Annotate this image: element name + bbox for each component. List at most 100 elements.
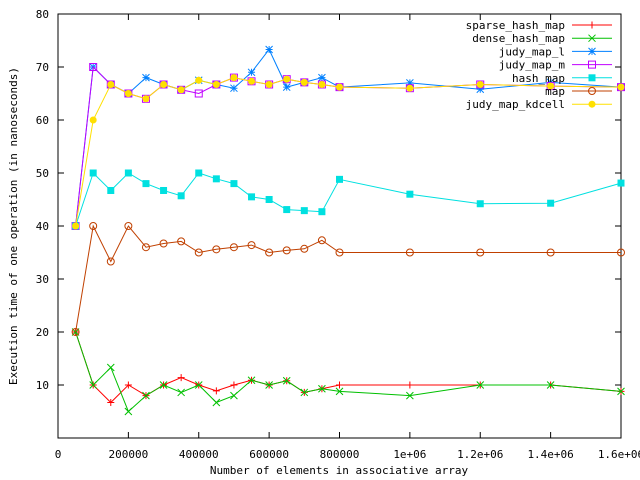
data-point-dense-hash-map [476,381,485,389]
data-point-dense-hash-map [212,398,221,407]
data-point-dense-hash-map [546,381,555,389]
data-point-map [141,243,150,252]
x-tick-label: 1.4e+06 [527,448,573,461]
data-point-judy-map-l [142,73,150,82]
data-point-map [300,244,309,253]
data-point-hash-map [212,175,220,183]
data-point-map [405,248,414,257]
series-hash-map [72,169,625,230]
data-point-dense-hash-map [300,388,309,397]
data-point-judy-map-m [194,89,203,98]
y-tick-label: 40 [36,220,49,233]
data-point-judy-map-m [89,63,98,71]
series-line-sparse-hash-map [75,331,622,404]
series-line-judy-map-m [75,65,622,227]
y-tick-label: 60 [36,114,49,127]
data-point-map [106,257,115,266]
legend-label-judy-map-kdcell: judy_map_kdcell [466,98,565,111]
data-point-hash-map [195,169,203,177]
x-tick-label: 600000 [249,448,289,461]
data-point-hash-map [89,169,97,177]
data-point-dense-hash-map [194,381,203,389]
data-point-hash-map [283,206,291,214]
data-point-hash-map [406,190,414,198]
legend-marker-judy-map-kdcell [588,100,596,108]
data-point-dense-hash-map [265,381,273,389]
data-point-hash-map [300,207,308,215]
data-point-judy-map-l [265,45,273,54]
data-point-map [124,222,133,230]
y-tick-label: 10 [36,379,49,392]
x-tick-label: 0 [55,448,62,461]
legend-marker-map [588,87,596,95]
data-point-map [546,248,555,257]
data-point-hash-map [124,169,132,177]
data-point-dense-hash-map [406,391,414,400]
data-point-judy-map-l [476,85,485,94]
data-point-map [317,236,326,245]
data-point-dense-hash-map [89,381,98,389]
data-point-sparse-hash-map [406,381,414,389]
x-tick-label: 1.6e+06 [598,448,640,461]
legend-label-hash-map: hash_map [512,72,565,85]
data-point-hash-map [177,192,185,200]
y-tick-label: 30 [36,273,49,286]
y-tick-label: 20 [36,326,49,339]
data-point-judy-map-l [230,84,238,93]
legend-marker-judy-map-l [588,47,596,56]
legend-label-judy-map-m: judy_map_m [499,59,566,72]
data-point-dense-hash-map [159,381,168,389]
data-point-map [71,328,80,336]
series-line-dense-hash-map [75,331,622,413]
data-point-hash-map [617,179,625,187]
data-point-judy-map-kdcell [336,83,343,91]
data-point-judy-map-kdcell [547,82,555,90]
data-point-judy-map-kdcell [177,86,185,94]
legend-marker-hash-map [588,74,596,82]
data-point-judy-map-kdcell [230,74,238,82]
data-point-judy-map-kdcell [300,78,308,86]
data-point-judy-map-kdcell [617,83,625,91]
data-point-judy-map-kdcell [476,80,484,88]
series-line-map [75,224,621,333]
data-point-judy-map-kdcell [265,80,273,88]
data-point-judy-map-kdcell [318,80,326,88]
y-tick-label: 80 [36,8,49,21]
data-point-hash-map [160,186,168,194]
data-point-hash-map [336,175,343,183]
data-point-dense-hash-map [124,407,133,416]
legend-label-sparse-hash-map: sparse_hash_map [466,19,565,32]
data-point-judy-map-kdcell [283,75,291,83]
data-point-dense-hash-map [282,376,291,385]
data-point-judy-map-l [318,73,326,82]
data-point-dense-hash-map [247,376,256,385]
data-point-map [476,248,485,257]
legend: sparse_hash_mapdense_hash_mapjudy_map_lj… [466,19,612,111]
data-point-map [194,248,203,257]
x-tick-label: 400000 [179,448,219,461]
y-tick-label: 70 [36,61,49,74]
data-point-map [335,248,344,257]
data-point-dense-hash-map [106,363,115,372]
data-point-sparse-hash-map [124,381,132,389]
data-point-map [229,243,238,252]
data-point-judy-map-kdcell [248,77,256,85]
data-point-judy-map-kdcell [212,80,220,88]
data-point-sparse-hash-map [212,387,220,395]
x-tick-label: 200000 [109,448,149,461]
series-map [71,222,625,336]
legend-label-judy-map-l: judy_map_l [499,45,565,58]
series-judy-map-m [71,63,625,230]
series-dense-hash-map [71,328,625,416]
x-tick-label: 1.2e+06 [457,448,503,461]
data-point-judy-map-kdcell [406,84,414,92]
data-point-map [177,237,186,246]
data-point-sparse-hash-map [336,381,343,389]
legend-marker-sparse-hash-map [588,21,596,29]
data-point-judy-map-kdcell [160,80,168,88]
data-point-sparse-hash-map [177,374,185,382]
data-point-dense-hash-map [318,384,326,393]
x-tick-label: 1e+06 [393,448,426,461]
data-point-hash-map [107,186,115,194]
